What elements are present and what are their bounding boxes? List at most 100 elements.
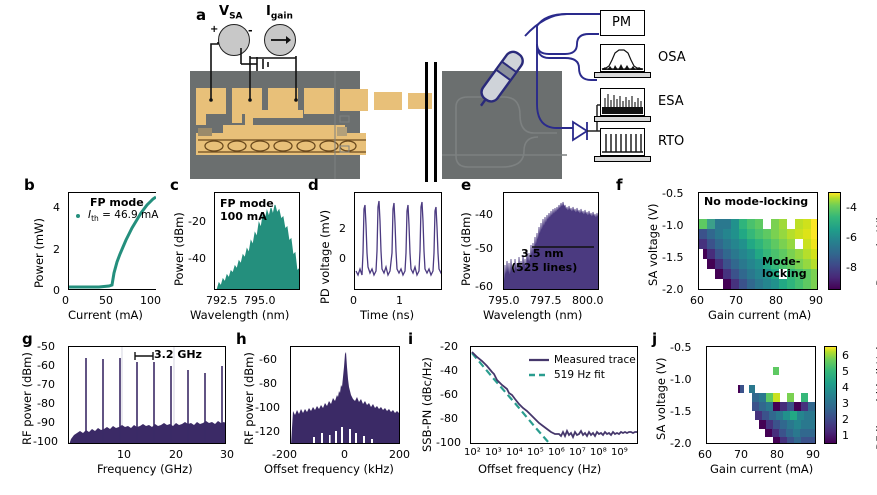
chip-faint-lines bbox=[334, 71, 350, 179]
panel-f-cbar-tick-1: -6 bbox=[846, 231, 857, 244]
panel-b-xlabel: Current (mA) bbox=[68, 308, 143, 322]
panel-d-ytick-1: 2 bbox=[339, 222, 346, 235]
panel-h-ytick-3: -120 bbox=[255, 425, 280, 438]
panel-f-heatmap bbox=[699, 193, 817, 289]
panel-b-plot-area bbox=[68, 192, 156, 290]
v-sa-subscript: SA bbox=[229, 11, 243, 22]
panel-i-ytick-2: -60 bbox=[440, 388, 458, 401]
panel-g-ytick-5: -100 bbox=[33, 435, 58, 448]
panel-e-spectrum bbox=[504, 201, 598, 289]
panel-i-traces bbox=[471, 351, 637, 443]
panel-g-ytick-3: -80 bbox=[37, 397, 55, 410]
panel-j-cbar-tick-5: 1 bbox=[842, 429, 849, 442]
chip-detail-dark bbox=[198, 128, 212, 136]
panel-i-xtick-6: 10⁸ bbox=[590, 447, 607, 458]
panel-i-label: i bbox=[408, 330, 414, 348]
panel-d-label: d bbox=[308, 176, 319, 194]
panel-i-xtick-2: 10⁴ bbox=[506, 447, 523, 458]
panel-i-legend-label-1: 519 Hz fit bbox=[554, 369, 605, 381]
panel-g-xtick-2: 30 bbox=[220, 448, 234, 461]
panel-j-xtick-3: 90 bbox=[806, 448, 820, 461]
panel-g-rf-comb: g bbox=[12, 328, 234, 495]
ring-resonators bbox=[198, 139, 366, 153]
panel-c-annot-line2: 100 mA bbox=[220, 210, 267, 223]
panel-g-ylabel: RF power (dBm) bbox=[20, 352, 34, 445]
panel-g-xlabel: Frequency (GHz) bbox=[97, 462, 193, 476]
gold-trace bbox=[223, 125, 345, 134]
instrument-esa-label: ESA bbox=[658, 94, 684, 109]
instrument-rto-label: RTO bbox=[658, 134, 685, 149]
panel-b-legend-title: FP mode bbox=[90, 196, 144, 209]
panel-b-legend-symbol: I bbox=[88, 209, 92, 221]
panel-i-xtick-0: 10² bbox=[464, 447, 481, 458]
panel-f-power-map: f bbox=[610, 176, 877, 324]
panel-b-xtick-2: 100 bbox=[140, 294, 161, 307]
current-source-arrow bbox=[271, 36, 291, 44]
instrument-rto bbox=[600, 128, 645, 156]
panel-j-colorbar bbox=[824, 346, 837, 444]
panel-j-xtick-2: 80 bbox=[770, 448, 784, 461]
panel-e-xlabel: Wavelength (nm) bbox=[483, 308, 583, 322]
panel-e-ylabel: Power (dBm) bbox=[459, 212, 473, 286]
panel-i-plot-area bbox=[470, 346, 638, 444]
panel-d-xlabel: Time (ns) bbox=[360, 308, 415, 322]
panel-g-label: g bbox=[22, 330, 33, 348]
i-gain-label: Igain bbox=[266, 4, 293, 22]
panel-j-ytick-1: -1.0 bbox=[670, 373, 692, 386]
panel-i-xtick-1: 10³ bbox=[485, 447, 502, 458]
panel-e-label: e bbox=[461, 176, 472, 194]
fiber-probe bbox=[479, 50, 524, 107]
panel-e-ytick-1: -50 bbox=[475, 242, 493, 255]
panel-f-ytick-3: -2.0 bbox=[662, 283, 684, 296]
instrument-osa bbox=[600, 44, 645, 72]
panel-g-plot-area bbox=[68, 346, 226, 444]
v-sa-plus-sign: + bbox=[210, 24, 219, 35]
panel-f-colorbar bbox=[828, 192, 841, 290]
panel-i-ytick-3: -80 bbox=[440, 412, 458, 425]
instrument-osa-base bbox=[594, 72, 651, 78]
panel-e-ytick-2: -60 bbox=[475, 280, 493, 293]
gold-pad bbox=[374, 92, 402, 110]
panel-i-phase-noise: i Measured trace 519 Hz fit 10² 10³ 10⁴ … bbox=[398, 328, 643, 495]
sa-voltage-source bbox=[218, 24, 250, 56]
panel-a-schematic: a bbox=[0, 0, 877, 182]
panel-d-ytick-0: 0 bbox=[339, 252, 346, 265]
panel-b-ytick-1: 2 bbox=[53, 243, 60, 256]
gold-pad bbox=[268, 88, 298, 114]
instrument-rto-base bbox=[594, 156, 651, 162]
panel-g-spectrum bbox=[69, 347, 225, 443]
panel-f-xtick-2: 80 bbox=[769, 294, 783, 307]
panel-j-xtick-0: 60 bbox=[698, 448, 712, 461]
panel-h-xtick-1: 0 bbox=[341, 448, 348, 461]
panel-j-cbar-tick-2: 4 bbox=[842, 381, 849, 394]
instrument-esa bbox=[600, 88, 645, 116]
panel-e-plot-area bbox=[503, 192, 599, 290]
panel-c-ytick-0: -20 bbox=[188, 215, 206, 228]
panel-f-xtick-0: 60 bbox=[690, 294, 704, 307]
panel-g-xtick-1: 20 bbox=[169, 448, 183, 461]
panel-h-ytick-0: -60 bbox=[259, 353, 277, 366]
panel-j-linewidth-map: j bbox=[648, 328, 877, 495]
panel-j-ytick-3: -2.0 bbox=[670, 437, 692, 450]
panel-a-label: a bbox=[196, 6, 207, 24]
panel-e-ytick-0: -40 bbox=[475, 208, 493, 221]
i-gain-subscript: gain bbox=[270, 11, 293, 22]
panel-j-cbar-tick-3: 3 bbox=[842, 397, 849, 410]
gold-pad bbox=[340, 89, 368, 111]
panel-b-li-curve: b 0 50 100 0 2 4 Current (mA) Power (mW)… bbox=[12, 176, 161, 324]
panel-e-xtick-0: 795.0 bbox=[488, 294, 520, 307]
panel-f-ytick-1: -1.0 bbox=[662, 219, 684, 232]
panel-g-ytick-0: -50 bbox=[37, 340, 55, 353]
panel-c-xtick-0: 792.5 bbox=[206, 294, 238, 307]
chip-divider-bar bbox=[434, 62, 437, 182]
panel-f-xtick-1: 70 bbox=[729, 294, 743, 307]
panel-f-label: f bbox=[616, 176, 623, 194]
panel-j-xlabel: Gain current (mA) bbox=[710, 462, 814, 476]
panel-i-xtick-5: 10⁷ bbox=[569, 447, 586, 458]
panel-f-cbar-tick-2: -8 bbox=[846, 261, 857, 274]
panel-j-xtick-1: 70 bbox=[734, 448, 748, 461]
panel-j-heatmap bbox=[707, 347, 815, 443]
panel-i-ytick-1: -40 bbox=[440, 364, 458, 377]
panel-f-cbar-tick-0: -4 bbox=[846, 201, 857, 214]
panel-h-spectrum bbox=[291, 352, 399, 443]
